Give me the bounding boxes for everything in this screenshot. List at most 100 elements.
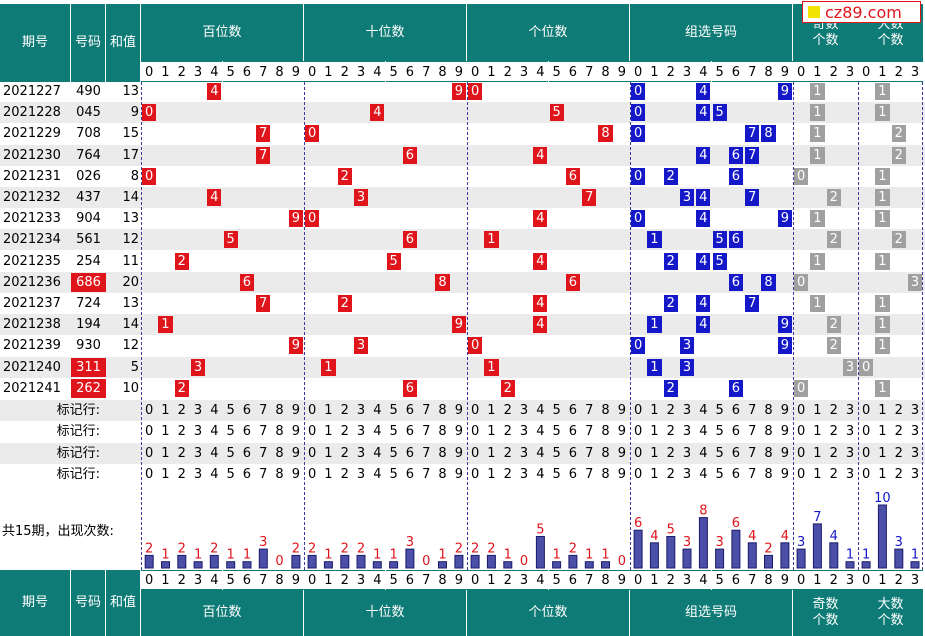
marker-digit[interactable]: 1 <box>324 445 333 461</box>
marker-digit[interactable]: 0 <box>634 466 643 482</box>
marker-digit[interactable]: 1 <box>161 445 170 461</box>
marker-digit[interactable]: 4 <box>699 403 708 418</box>
marker-digit[interactable]: 6 <box>731 445 741 461</box>
marker-digit[interactable]: 7 <box>748 445 757 461</box>
marker-digit[interactable]: 6 <box>568 466 578 482</box>
marker-digit[interactable]: 6 <box>405 403 415 418</box>
marker-digit[interactable]: 7 <box>748 424 757 440</box>
marker-digit[interactable]: 3 <box>845 445 855 461</box>
marker-digit[interactable]: 8 <box>764 466 773 482</box>
marker-digit[interactable]: 0 <box>145 403 154 418</box>
marker-digit[interactable]: 9 <box>454 424 463 440</box>
marker-digit[interactable]: 1 <box>650 403 659 418</box>
marker-digit[interactable]: 3 <box>682 403 692 418</box>
marker-digit[interactable]: 2 <box>503 424 512 440</box>
marker-digit[interactable]: 2 <box>829 445 838 461</box>
marker-digit[interactable]: 2 <box>829 424 838 440</box>
marker-digit[interactable]: 6 <box>731 403 741 418</box>
marker-digit[interactable]: 8 <box>275 424 284 440</box>
marker-digit[interactable]: 4 <box>536 424 545 440</box>
marker-digit[interactable]: 0 <box>145 424 154 440</box>
marker-digit[interactable]: 6 <box>242 445 252 461</box>
marker-digit[interactable]: 5 <box>389 424 398 440</box>
marker-digit[interactable]: 7 <box>422 445 431 461</box>
marker-digit[interactable]: 3 <box>356 445 366 461</box>
marker-digit[interactable]: 7 <box>422 403 431 418</box>
marker-digit[interactable]: 4 <box>210 403 219 418</box>
marker-row[interactable] <box>0 400 925 421</box>
marker-digit[interactable]: 5 <box>552 466 561 482</box>
marker-digit[interactable]: 6 <box>405 424 415 440</box>
marker-digit[interactable]: 5 <box>389 445 398 461</box>
marker-digit[interactable]: 8 <box>764 445 773 461</box>
marker-digit[interactable]: 5 <box>715 403 724 418</box>
marker-digit[interactable]: 0 <box>862 424 871 440</box>
marker-digit[interactable]: 2 <box>177 424 186 440</box>
marker-digit[interactable]: 1 <box>487 445 496 461</box>
marker-digit[interactable]: 8 <box>438 466 447 482</box>
marker-digit[interactable]: 2 <box>829 403 838 418</box>
marker-digit[interactable]: 1 <box>487 466 496 482</box>
marker-digit[interactable]: 7 <box>259 403 268 418</box>
marker-digit[interactable]: 7 <box>259 445 268 461</box>
marker-digit[interactable]: 1 <box>650 466 659 482</box>
marker-digit[interactable]: 1 <box>650 424 659 440</box>
marker-digit[interactable]: 5 <box>226 466 235 482</box>
marker-digit[interactable]: 8 <box>275 466 284 482</box>
marker-digit[interactable]: 2 <box>666 445 675 461</box>
marker-digit[interactable]: 9 <box>617 424 626 440</box>
marker-digit[interactable]: 3 <box>910 424 920 440</box>
marker-digit[interactable]: 8 <box>601 445 610 461</box>
marker-digit[interactable]: 6 <box>568 424 578 440</box>
marker-digit[interactable]: 7 <box>585 403 594 418</box>
marker-digit[interactable]: 7 <box>259 424 268 440</box>
marker-digit[interactable]: 3 <box>356 424 366 440</box>
marker-digit[interactable]: 0 <box>471 424 480 440</box>
marker-digit[interactable]: 4 <box>373 424 382 440</box>
marker-digit[interactable]: 2 <box>894 466 903 482</box>
marker-digit[interactable]: 3 <box>682 466 692 482</box>
marker-digit[interactable]: 4 <box>373 403 382 418</box>
marker-digit[interactable]: 1 <box>650 445 659 461</box>
marker-digit[interactable]: 0 <box>308 466 317 482</box>
marker-digit[interactable]: 4 <box>536 466 545 482</box>
marker-digit[interactable]: 0 <box>797 403 806 418</box>
marker-digit[interactable]: 9 <box>291 403 300 418</box>
marker-digit[interactable]: 0 <box>471 403 480 418</box>
marker-digit[interactable]: 0 <box>634 403 643 418</box>
marker-digit[interactable]: 3 <box>519 445 529 461</box>
marker-digit[interactable]: 2 <box>177 445 186 461</box>
marker-digit[interactable]: 5 <box>226 403 235 418</box>
marker-digit[interactable]: 2 <box>666 424 675 440</box>
marker-digit[interactable]: 7 <box>422 466 431 482</box>
marker-digit[interactable]: 2 <box>894 445 903 461</box>
marker-digit[interactable]: 2 <box>340 424 349 440</box>
marker-digit[interactable]: 9 <box>780 466 789 482</box>
marker-digit[interactable]: 6 <box>405 445 415 461</box>
marker-digit[interactable]: 1 <box>813 466 822 482</box>
marker-digit[interactable]: 2 <box>829 466 838 482</box>
marker-digit[interactable]: 3 <box>910 466 920 482</box>
marker-digit[interactable]: 3 <box>356 466 366 482</box>
marker-digit[interactable]: 1 <box>813 403 822 418</box>
marker-digit[interactable]: 3 <box>193 403 203 418</box>
marker-digit[interactable]: 1 <box>878 403 887 418</box>
marker-digit[interactable]: 5 <box>715 466 724 482</box>
marker-digit[interactable]: 9 <box>617 403 626 418</box>
marker-digit[interactable]: 0 <box>634 445 643 461</box>
marker-digit[interactable]: 6 <box>731 424 741 440</box>
marker-digit[interactable]: 1 <box>324 403 333 418</box>
marker-digit[interactable]: 0 <box>862 403 871 418</box>
marker-digit[interactable]: 2 <box>894 403 903 418</box>
marker-digit[interactable]: 9 <box>454 403 463 418</box>
marker-digit[interactable]: 0 <box>308 424 317 440</box>
marker-digit[interactable]: 0 <box>862 445 871 461</box>
marker-digit[interactable]: 8 <box>438 424 447 440</box>
marker-digit[interactable]: 5 <box>715 424 724 440</box>
marker-digit[interactable]: 4 <box>373 466 382 482</box>
marker-digit[interactable]: 5 <box>226 424 235 440</box>
marker-digit[interactable]: 3 <box>845 403 855 418</box>
marker-digit[interactable]: 7 <box>748 466 757 482</box>
marker-digit[interactable]: 3 <box>193 466 203 482</box>
marker-digit[interactable]: 3 <box>910 403 920 418</box>
